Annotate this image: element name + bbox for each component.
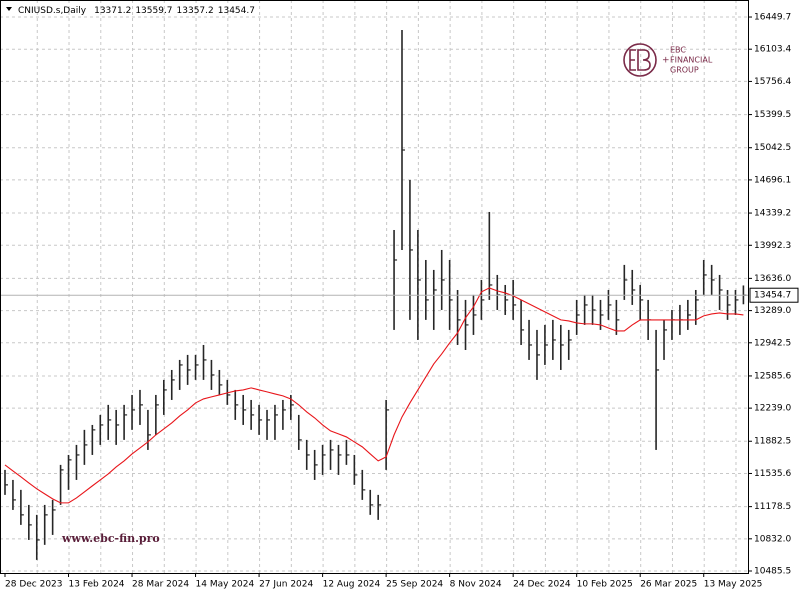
x-tick-label: 27 Jun 2024 (259, 580, 313, 590)
logo: + EBC FINANCIAL GROUP (623, 43, 713, 77)
last-price-label: 13454.7 (754, 291, 791, 301)
low: 13357.2 (177, 6, 214, 16)
logo-plus: + (662, 56, 670, 66)
y-tick-label: 10832.0 (754, 534, 791, 544)
logo-ring (623, 43, 657, 77)
plot-border (0, 0, 749, 574)
x-tick-label: 13 Feb 2024 (69, 580, 125, 590)
logo-text: FINANCIAL (670, 56, 713, 65)
symbol: CNIUSD.s,Daily (18, 6, 87, 16)
y-tick-label: 16449.7 (754, 13, 791, 23)
x-tick-label: 24 Dec 2024 (513, 580, 571, 590)
y-tick-label: 15042.5 (754, 143, 791, 153)
last-price-box (749, 287, 799, 303)
x-tick-label: 14 May 2024 (196, 580, 255, 590)
y-tick-label: 12585.6 (754, 371, 791, 381)
y-tick-label: 11882.5 (754, 437, 791, 447)
logo-text: GROUP (670, 66, 699, 75)
y-tick-label: 15399.5 (754, 110, 791, 120)
menu-arrow (6, 7, 12, 11)
y-tick-label: 13992.3 (754, 241, 791, 251)
x-tick-label: 12 Aug 2024 (323, 580, 381, 590)
y-tick-label: 15756.4 (754, 77, 791, 87)
y-tick-label: 11535.6 (754, 469, 791, 479)
y-tick-label: 14696.1 (754, 175, 791, 185)
moving-average (4, 287, 744, 504)
y-tick-label: 14339.2 (754, 209, 791, 219)
marks (0, 30, 748, 560)
close: 13454.7 (218, 6, 255, 16)
logo-mark (629, 49, 651, 71)
high: 13559.7 (135, 6, 172, 16)
y-tick-label: 13636.0 (754, 274, 791, 284)
y-tick-label: 12942.5 (754, 338, 791, 348)
open: 13371.2 (94, 6, 131, 16)
y-tick-label: 12239.0 (754, 404, 791, 414)
x-tick-label: 10 Feb 2025 (577, 580, 633, 590)
x-tick-label: 28 Mar 2024 (132, 580, 189, 590)
x-tick-label: 25 Sep 2024 (386, 580, 443, 590)
y-tick-label: 16103.4 (754, 45, 791, 55)
x-tick-label: 13 May 2025 (704, 580, 763, 590)
logo-text: EBC (670, 46, 686, 55)
y-tick-label: 13289.0 (754, 306, 791, 316)
grid (0, 0, 748, 573)
watermark: www.ebc-fin.pro (61, 532, 160, 545)
x-tick-label: 26 Mar 2025 (640, 580, 697, 590)
x-tick-label: 8 Nov 2024 (450, 580, 502, 590)
y-tick-label: 10485.5 (754, 567, 791, 577)
y-tick-label: 11178.5 (754, 502, 791, 512)
x-tick-label: 28 Dec 2023 (5, 580, 63, 590)
header: CNIUSD.s,Daily 13371.2 13559.7 13357.2 13454… (18, 6, 255, 16)
